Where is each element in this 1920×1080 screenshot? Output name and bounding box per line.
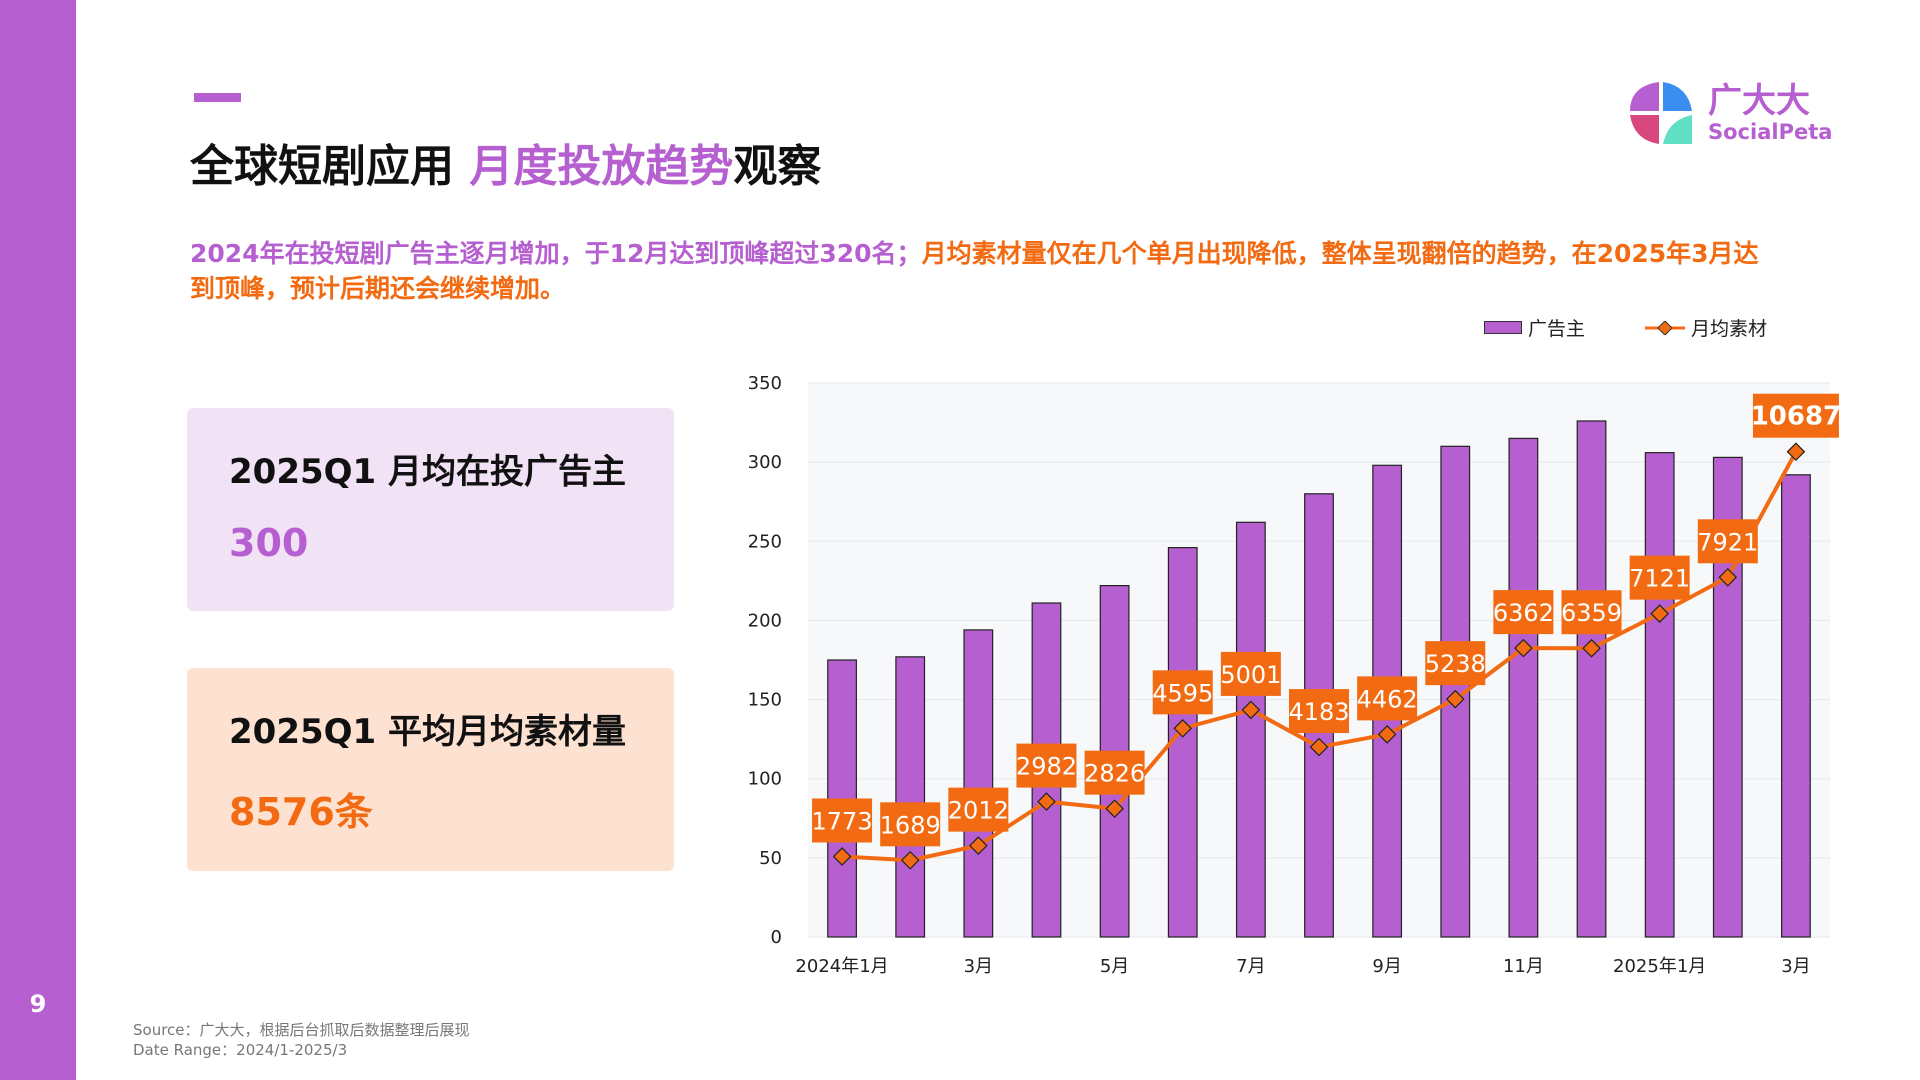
legend-bar-swatch xyxy=(1484,321,1522,334)
data-label-box xyxy=(1152,670,1213,715)
page-number: 9 xyxy=(29,990,47,1018)
legend-label: 月均素材 xyxy=(1691,318,1768,340)
y-tick-label: 200 xyxy=(748,610,782,631)
chart-legend: 广告主 月均素材 xyxy=(1484,314,1767,341)
y-tick-label: 50 xyxy=(759,848,782,869)
bar xyxy=(1781,474,1811,938)
x-tick-label: 5月 xyxy=(1100,956,1129,977)
title-part1: 全球短剧应用 xyxy=(190,141,470,192)
data-label-box xyxy=(1289,689,1349,734)
y-tick-label: 250 xyxy=(748,531,782,552)
line-point xyxy=(1582,638,1601,658)
bar xyxy=(1644,452,1675,938)
x-tick-label: 2025年1月 xyxy=(1613,956,1706,977)
bar xyxy=(963,629,994,938)
data-label-box xyxy=(1357,676,1418,721)
data-label-box xyxy=(880,802,941,847)
data-label: 1773 xyxy=(812,807,873,835)
data-label: 5238 xyxy=(1425,650,1486,678)
line-point xyxy=(1173,719,1193,738)
card-value: 300 xyxy=(229,521,309,565)
y-tick-label: 300 xyxy=(748,452,782,473)
data-label: 4183 xyxy=(1288,698,1349,726)
line-point xyxy=(1377,725,1397,744)
source-line: Source：广大大，根据后台抓取后数据整理后展现 xyxy=(133,1021,470,1039)
x-tick-label: 3月 xyxy=(1781,956,1810,977)
x-tick-label: 7月 xyxy=(1236,956,1265,977)
title-highlight: 月度投放趋势 xyxy=(469,141,734,192)
logo-icon xyxy=(1630,82,1692,144)
line-point xyxy=(1514,638,1533,658)
title-accent-bar xyxy=(194,93,241,102)
y-tick-label: 0 xyxy=(771,927,782,948)
subtitle-purple: 2024年在投短剧广告主逐月增加，于12月达到顶峰超过320名； xyxy=(190,239,922,268)
data-label-box xyxy=(1629,555,1690,600)
line-point xyxy=(968,836,988,855)
date-range: Date Range：2024/1-2025/3 xyxy=(133,1041,348,1059)
bar xyxy=(1508,437,1539,938)
line-point xyxy=(1718,567,1738,587)
bar xyxy=(1235,521,1266,938)
line-point xyxy=(1241,700,1261,720)
line-point xyxy=(1445,689,1465,709)
data-label-box xyxy=(1425,641,1486,686)
line-point xyxy=(1786,442,1806,462)
page-title: 全球短剧应用 月度投放趋势观察 xyxy=(190,130,821,194)
sidebar xyxy=(0,0,76,1080)
data-label: 4595 xyxy=(1152,679,1213,707)
line-point xyxy=(900,850,920,870)
data-label: 1689 xyxy=(880,811,941,839)
logo-en: SocialPeta xyxy=(1708,120,1833,144)
data-label-box xyxy=(1561,590,1622,635)
data-label-box xyxy=(948,787,1009,832)
x-tick-label: 9月 xyxy=(1372,956,1401,977)
logo-cn: 广大大 xyxy=(1708,81,1810,121)
y-tick-label: 350 xyxy=(748,373,782,394)
data-label: 4462 xyxy=(1357,685,1418,713)
source-note: Source：广大大，根据后台抓取后数据整理后展现 Date Range：2024… xyxy=(133,1020,470,1060)
data-label-box xyxy=(1084,750,1145,795)
card-label: 2025Q1 平均月均素材量 xyxy=(229,712,627,752)
line-point xyxy=(1309,737,1329,757)
legend-item-bar: 广告主 xyxy=(1484,314,1585,341)
logo: 广大大 SocialPeta xyxy=(1628,80,1832,146)
bar xyxy=(1576,420,1607,938)
card-value: 8576条 xyxy=(229,790,373,834)
data-label-box xyxy=(1016,743,1077,788)
bar xyxy=(895,656,926,938)
legend-item-line: 月均素材 xyxy=(1645,314,1767,341)
data-label-box xyxy=(1220,651,1281,696)
y-tick-label: 100 xyxy=(748,769,782,790)
card-creatives: 2025Q1 平均月均素材量 8576条 xyxy=(187,668,674,871)
data-label: 6362 xyxy=(1493,599,1554,627)
x-tick-label: 2024年1月 xyxy=(795,956,888,977)
card-label: 2025Q1 月均在投广告主 xyxy=(229,452,627,492)
data-label-box xyxy=(812,798,873,843)
line-point xyxy=(1105,799,1124,819)
y-tick-label: 150 xyxy=(748,690,782,711)
data-label-box xyxy=(1493,590,1554,635)
subtitle: 2024年在投短剧广告主逐月增加，于12月达到顶峰超过320名；月均素材量仅在几… xyxy=(190,236,1770,306)
card-advertisers: 2025Q1 月均在投广告主 300 xyxy=(187,408,674,611)
legend-line-swatch xyxy=(1645,320,1686,335)
title-part2: 观察 xyxy=(733,141,822,192)
data-label-box xyxy=(1752,393,1839,438)
data-label: 7921 xyxy=(1697,528,1758,556)
legend-label: 广告主 xyxy=(1528,318,1586,340)
data-label: 10687 xyxy=(1751,402,1841,432)
x-tick-label: 11月 xyxy=(1503,956,1544,977)
line-point xyxy=(832,847,852,866)
x-tick-label: 3月 xyxy=(964,956,993,977)
data-label: 7121 xyxy=(1629,565,1690,593)
data-label: 2982 xyxy=(1016,753,1077,781)
data-label: 2012 xyxy=(948,797,1009,825)
data-label: 6359 xyxy=(1561,599,1622,627)
data-label: 5001 xyxy=(1220,661,1281,689)
subtitle-orange: 月均素材量仅在几个单月出现降低，整体呈现翻倍的趋势，在2025年3月达到顶峰，预… xyxy=(190,239,1759,303)
data-label: 2826 xyxy=(1084,760,1145,788)
line-point xyxy=(1650,604,1670,623)
data-label-box xyxy=(1697,519,1758,564)
line-point xyxy=(1037,792,1056,811)
